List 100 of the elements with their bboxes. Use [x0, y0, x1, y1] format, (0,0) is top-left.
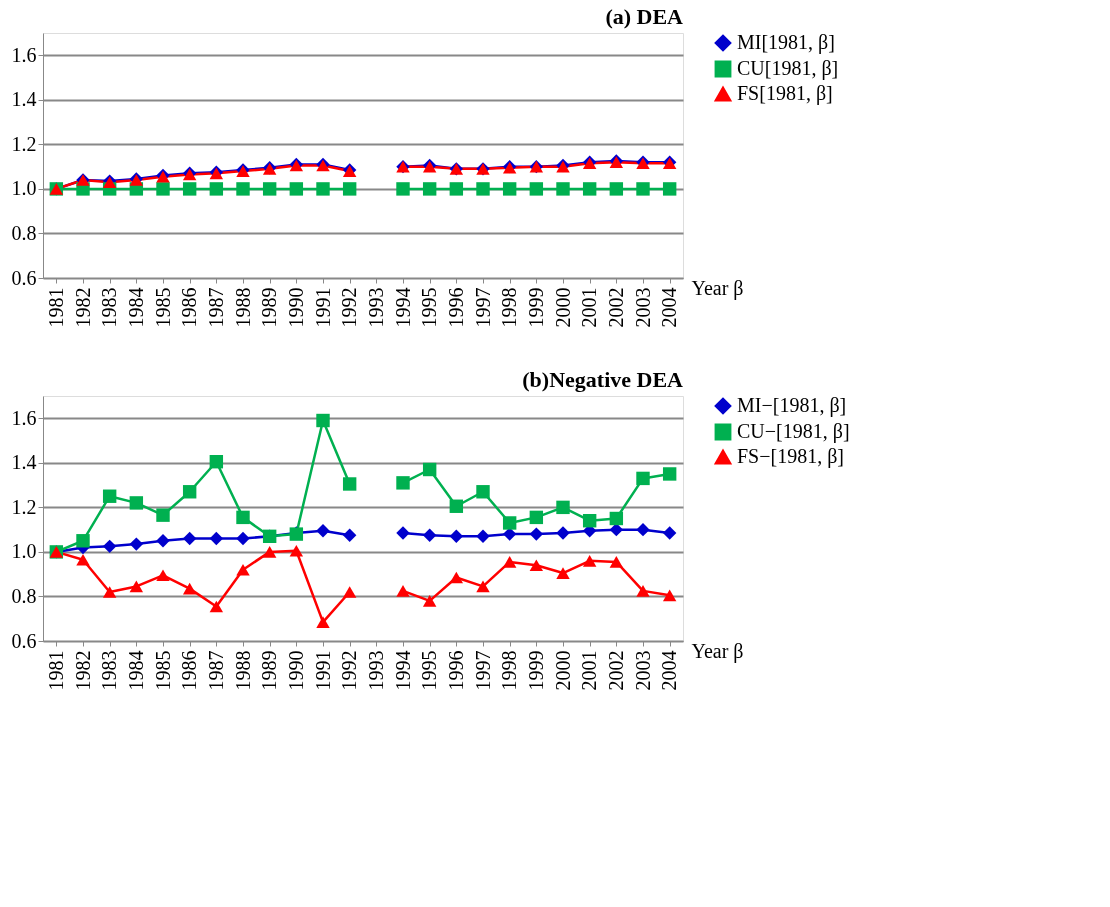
point: [662, 526, 677, 540]
x-tick-label: 1984: [124, 650, 147, 691]
point: [556, 500, 570, 515]
x-tick-label: 1986: [178, 287, 201, 328]
point: [662, 467, 677, 481]
point: [76, 534, 90, 548]
point: [182, 531, 197, 546]
legend-label: MI−[1981, β]: [737, 394, 847, 417]
point: [556, 567, 570, 579]
y-tick-label: 1.4: [11, 88, 37, 111]
point: [582, 182, 597, 196]
point: [662, 182, 677, 196]
point: [342, 586, 357, 598]
point: [422, 462, 437, 477]
point: [209, 455, 224, 469]
x-tick-label: 1996: [444, 650, 467, 691]
x-tick-label: 1989: [258, 650, 281, 691]
point: [636, 522, 650, 537]
point: [502, 527, 517, 541]
y-tick-label: 1.2: [11, 495, 37, 518]
x-tick-label: 1985: [151, 650, 174, 691]
x-tick-label: 1997: [471, 650, 494, 691]
point: [156, 508, 170, 522]
point: [342, 477, 357, 491]
point: [636, 585, 650, 597]
point: [396, 476, 410, 490]
point: [262, 182, 277, 196]
point: [209, 600, 224, 613]
x-tick-label: 2003: [631, 287, 654, 328]
point: [476, 485, 490, 499]
point: [636, 182, 650, 196]
point: [156, 534, 170, 548]
legend-label: MI[1981, β]: [737, 31, 835, 54]
x-tick-label: 1999: [524, 650, 547, 691]
point: [209, 531, 224, 546]
x-tick-label: 1985: [151, 287, 174, 328]
point: [396, 182, 410, 196]
chart-title: (b)Negative DEA: [522, 367, 684, 392]
x-axis-title: Year β: [691, 276, 744, 300]
x-tick-label: 2001: [578, 650, 601, 691]
point: [129, 496, 144, 510]
point: [316, 616, 330, 628]
point: [156, 182, 170, 196]
y-tick-label: 1.6: [11, 43, 37, 66]
x-tick-label: 1982: [71, 650, 94, 691]
point: [236, 563, 250, 576]
y-tick-label: 1.0: [11, 177, 37, 200]
point: [76, 553, 90, 566]
point: [182, 582, 197, 595]
x-tick-label: 1995: [418, 650, 441, 691]
point: [449, 571, 464, 584]
point: [476, 580, 490, 593]
x-tick-label: 1998: [498, 287, 521, 328]
y-tick-label: 0.6: [11, 266, 37, 289]
point: [582, 514, 597, 528]
point: [662, 589, 677, 602]
point: [502, 556, 517, 568]
x-tick-label: 2000: [551, 287, 574, 328]
x-tick-label: 2003: [631, 650, 654, 691]
x-tick-label: 2001: [578, 287, 601, 328]
x-tick-label: 1996: [444, 287, 467, 328]
x-tick-label: 1982: [71, 287, 94, 328]
point: [529, 559, 544, 572]
point: [476, 529, 490, 544]
point: [129, 580, 144, 593]
x-tick-label: 2004: [658, 650, 681, 691]
point: [102, 489, 117, 503]
x-tick-label: 1991: [311, 287, 334, 328]
point: [449, 499, 464, 513]
x-tick-label: 1981: [44, 287, 67, 328]
point: [396, 526, 410, 540]
x-tick-label: 1984: [124, 287, 147, 328]
x-tick-label: 1993: [364, 650, 387, 691]
point: [422, 182, 437, 196]
point: [609, 556, 624, 568]
x-tick-label: 1983: [98, 650, 121, 691]
y-tick-label: 0.6: [11, 629, 37, 652]
x-tick-label: 1999: [524, 287, 547, 328]
x-tick-label: 2002: [604, 650, 627, 691]
y-tick-label: 1.6: [11, 406, 37, 429]
x-tick-label: 2004: [658, 287, 681, 328]
x-tick-label: 1995: [418, 287, 441, 328]
y-tick-label: 0.8: [11, 584, 37, 607]
y-tick-label: 0.8: [11, 221, 37, 244]
point: [316, 413, 330, 428]
x-tick-label: 1990: [284, 287, 307, 328]
x-tick-label: 1986: [178, 650, 201, 691]
x-tick-label: 1998: [498, 650, 521, 691]
x-tick-label: 1983: [98, 287, 121, 328]
point: [262, 546, 277, 558]
legend-label: FS[1981, β]: [737, 82, 833, 105]
x-tick-label: 1997: [471, 287, 494, 328]
point: [449, 529, 464, 544]
point: [609, 511, 624, 526]
point: [236, 531, 250, 546]
x-tick-label: 1987: [204, 650, 227, 691]
point: [342, 182, 357, 196]
point: [316, 524, 330, 538]
x-tick-label: 1991: [311, 650, 334, 691]
point: [529, 182, 544, 196]
